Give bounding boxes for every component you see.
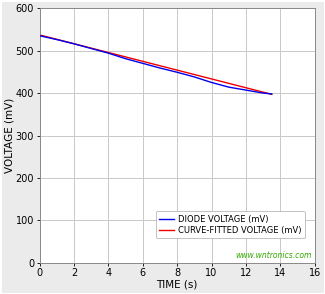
DIODE VOLTAGE (mV) <box>261 91 265 95</box>
Legend: DIODE VOLTAGE (mV), CURVE-FITTED VOLTAGE (mV): DIODE VOLTAGE (mV), CURVE-FITTED VOLTAGE… <box>156 211 305 238</box>
DIODE VOLTAGE (mV) <box>141 61 145 65</box>
DIODE VOLTAGE (mV) <box>175 71 179 74</box>
DIODE VOLTAGE (mV) <box>270 92 274 96</box>
Y-axis label: VOLTAGE (mV): VOLTAGE (mV) <box>4 98 14 173</box>
DIODE VOLTAGE (mV) <box>124 57 127 61</box>
DIODE VOLTAGE (mV) <box>158 66 162 70</box>
DIODE VOLTAGE (mV) <box>55 38 59 41</box>
DIODE VOLTAGE (mV) <box>38 34 42 38</box>
Text: www.wntronics.com: www.wntronics.com <box>236 251 312 260</box>
DIODE VOLTAGE (mV) <box>227 85 231 89</box>
DIODE VOLTAGE (mV) <box>106 51 110 55</box>
DIODE VOLTAGE (mV) <box>192 75 196 79</box>
DIODE VOLTAGE (mV) <box>210 81 214 84</box>
DIODE VOLTAGE (mV) <box>244 88 248 92</box>
Line: DIODE VOLTAGE (mV): DIODE VOLTAGE (mV) <box>40 36 272 94</box>
DIODE VOLTAGE (mV) <box>72 42 76 46</box>
DIODE VOLTAGE (mV) <box>89 47 93 50</box>
X-axis label: TIME (s): TIME (s) <box>156 280 198 290</box>
